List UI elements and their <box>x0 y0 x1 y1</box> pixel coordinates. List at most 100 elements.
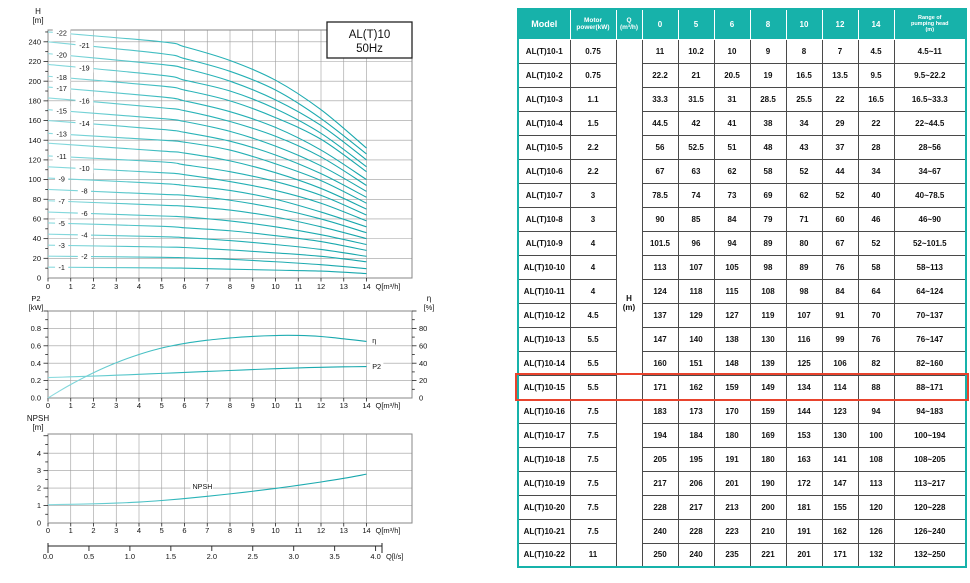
head-value-cell: 52 <box>857 230 895 256</box>
head-value-cell: 74 <box>677 182 715 208</box>
motor-power-cell: 3 <box>569 182 617 208</box>
svg-text:220: 220 <box>28 57 41 66</box>
head-value-cell: 70 <box>857 302 895 328</box>
model-cell: AL(T)10-5 <box>517 134 571 160</box>
svg-text:50Hz: 50Hz <box>356 43 383 55</box>
svg-text:10: 10 <box>271 526 279 535</box>
svg-text:0: 0 <box>46 282 50 291</box>
hq-curve <box>47 31 367 149</box>
column-header-q0: 0 <box>641 8 679 40</box>
head-value-cell: 155 <box>821 494 859 520</box>
model-cell: AL(T)10-17 <box>517 422 571 448</box>
head-value-cell: 11 <box>641 38 679 64</box>
svg-text:0.4: 0.4 <box>31 359 41 368</box>
head-value-cell: 107 <box>785 302 823 328</box>
range-cell: 100~194 <box>893 422 967 448</box>
hq-curve <box>47 244 367 263</box>
range-cell: 22~44.5 <box>893 110 967 136</box>
range-cell: 52~101.5 <box>893 230 967 256</box>
svg-text:Q[l/s]: Q[l/s] <box>386 552 404 561</box>
head-value-cell: 64 <box>857 278 895 304</box>
column-header-q12: 12 <box>821 8 859 40</box>
head-value-cell: 228 <box>677 518 715 544</box>
head-value-cell: 108 <box>857 446 895 472</box>
svg-text:160: 160 <box>28 116 41 125</box>
head-value-cell: 195 <box>677 446 715 472</box>
svg-text:1: 1 <box>37 501 41 510</box>
head-value-cell: 138 <box>713 326 751 352</box>
head-value-cell: 181 <box>785 494 823 520</box>
head-value-cell: 62 <box>713 158 751 184</box>
svg-text:11: 11 <box>294 282 302 291</box>
table-row: AL(T)10-8 3 90 85 84 79 71 60 46 46~90 <box>517 206 967 232</box>
head-value-cell: 137 <box>641 302 679 328</box>
head-value-cell: 52 <box>821 182 859 208</box>
table-row: AL(T)10-16 7.5 183 173 170 159 144 123 94 94~183 <box>517 398 967 424</box>
svg-text:1: 1 <box>69 526 73 535</box>
curve-label: -13 <box>56 130 66 139</box>
column-header-range: Range of pumping head (m) <box>893 8 967 40</box>
head-value-cell: 43 <box>785 134 823 160</box>
hq-curve <box>47 53 367 161</box>
head-value-cell: 22.2 <box>641 62 679 88</box>
column-header-model: Model <box>517 8 571 40</box>
table-row: AL(T)10-10 4 113 107 105 98 89 76 58 58~113 <box>517 254 967 280</box>
svg-text:12: 12 <box>317 526 325 535</box>
hq-curve <box>47 188 367 234</box>
head-value-cell: 217 <box>677 494 715 520</box>
head-value-cell: 183 <box>641 398 679 424</box>
svg-text:7: 7 <box>205 401 209 410</box>
head-value-cell: 10.2 <box>677 38 715 64</box>
head-value-cell: 60 <box>821 206 859 232</box>
svg-text:4.0: 4.0 <box>370 552 380 561</box>
range-cell: 94~183 <box>893 398 967 424</box>
svg-text:20: 20 <box>419 376 427 385</box>
range-cell: 64~124 <box>893 278 967 304</box>
svg-text:11: 11 <box>294 401 302 410</box>
svg-text:3: 3 <box>37 466 41 475</box>
range-cell: 70~137 <box>893 302 967 328</box>
svg-text:4: 4 <box>137 282 141 291</box>
model-cell: AL(T)10-19 <box>517 470 571 496</box>
head-value-cell: 223 <box>713 518 751 544</box>
curve-label: -19 <box>79 63 89 72</box>
head-value-cell: 163 <box>785 446 823 472</box>
svg-text:9: 9 <box>251 526 255 535</box>
head-value-cell: 184 <box>677 422 715 448</box>
model-cell: AL(T)10-4 <box>517 110 571 136</box>
svg-text:2.0: 2.0 <box>207 552 217 561</box>
head-value-cell: 9.5 <box>857 62 895 88</box>
svg-text:H: H <box>35 7 41 16</box>
svg-text:0: 0 <box>37 274 41 283</box>
hq-curve <box>47 166 367 222</box>
head-value-cell: 194 <box>641 422 679 448</box>
svg-text:6: 6 <box>182 282 186 291</box>
head-value-cell: 94 <box>713 230 751 256</box>
table-row: AL(T)10-21 7.5 240 228 223 210 191 162 126 126~24… <box>517 518 967 544</box>
head-value-cell: 58 <box>857 254 895 280</box>
head-value-cell: 130 <box>749 326 787 352</box>
head-value-cell: 96 <box>677 230 715 256</box>
hq-curve <box>47 222 367 251</box>
table-row: AL(T)10-3 1.1 33.3 31.5 31 28.5 25.5 22 16.5 16.5… <box>517 86 967 112</box>
head-value-cell: 119 <box>749 302 787 328</box>
head-value-cell: 171 <box>821 542 859 568</box>
head-value-cell: 52.5 <box>677 134 715 160</box>
svg-text:1: 1 <box>69 401 73 410</box>
head-value-cell: 28.5 <box>749 86 787 112</box>
curve-label: P2 <box>372 362 381 371</box>
head-value-cell: 99 <box>821 326 859 352</box>
svg-text:4: 4 <box>37 449 41 458</box>
head-value-cell: 56 <box>641 134 679 160</box>
motor-power-cell: 7.5 <box>569 446 617 472</box>
head-value-cell: 9 <box>749 38 787 64</box>
model-cell: AL(T)10-13 <box>517 326 571 352</box>
table-row: AL(T)10-2 0.75 22.2 21 20.5 19 16.5 13.5 9.5 9.5~… <box>517 62 967 88</box>
head-value-cell: 127 <box>713 302 751 328</box>
svg-text:8: 8 <box>228 282 232 291</box>
motor-power-cell: 2.2 <box>569 134 617 160</box>
svg-text:7: 7 <box>205 526 209 535</box>
svg-text:12: 12 <box>317 282 325 291</box>
